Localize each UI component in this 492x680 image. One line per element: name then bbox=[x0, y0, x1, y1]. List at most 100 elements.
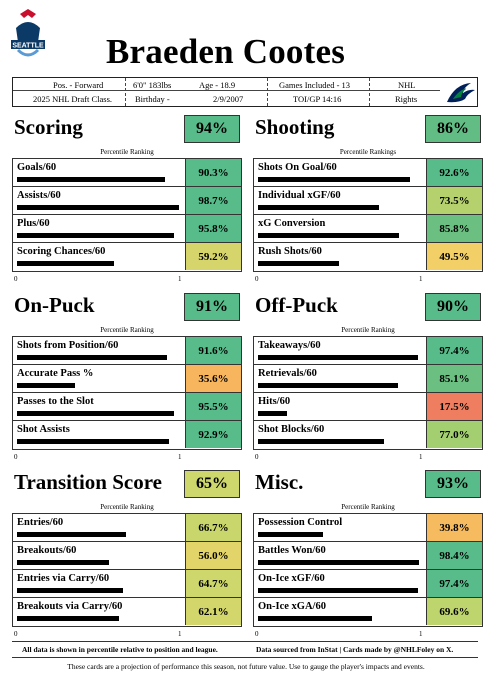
percentile-label: Percentile Ranking bbox=[341, 503, 395, 511]
metric-name: Accurate Pass % bbox=[17, 368, 94, 379]
section-score-on-puck: 91% bbox=[184, 293, 240, 321]
birthday-label: Birthday - bbox=[135, 94, 170, 104]
metric-row: Entries/60 66.7% bbox=[13, 514, 241, 542]
metric-bar bbox=[17, 261, 114, 266]
metric-row: Shots On Goal/60 92.6% bbox=[254, 159, 482, 187]
metric-bar bbox=[17, 616, 119, 621]
metrics-panel-off-puck: Takeaways/60 97.4% Retrievals/60 85.1% Hits/… bbox=[253, 336, 483, 450]
percentile-label: Percentile Ranking bbox=[100, 148, 154, 156]
vancouver-canucks-logo bbox=[447, 83, 475, 103]
metric-row: Breakouts via Carry/60 62.1% bbox=[13, 598, 241, 626]
metrics-panel-transition-score: Entries/60 66.7% Breakouts/60 56.0% Entries … bbox=[12, 513, 242, 627]
metric-value: 59.2% bbox=[185, 243, 241, 270]
section-score-transition-score: 65% bbox=[184, 470, 240, 498]
metric-row: Shot Blocks/60 77.0% bbox=[254, 421, 482, 449]
axis-max-label: 1 bbox=[419, 275, 423, 283]
metric-value: 49.5% bbox=[426, 243, 482, 270]
percentile-label: Percentile Ranking bbox=[341, 326, 395, 334]
metric-value: 62.1% bbox=[185, 598, 241, 625]
axis-min-label: 0 bbox=[14, 275, 18, 283]
metric-bar bbox=[258, 616, 372, 621]
metric-value: 97.4% bbox=[426, 570, 482, 597]
axis-max-label: 1 bbox=[419, 630, 423, 638]
axis-min-label: 0 bbox=[255, 630, 259, 638]
metric-row: Assists/60 98.7% bbox=[13, 187, 241, 215]
metric-value: 66.7% bbox=[185, 514, 241, 541]
metric-row: Breakouts/60 56.0% bbox=[13, 542, 241, 570]
metric-value: 69.6% bbox=[426, 598, 482, 625]
axis-max-label: 1 bbox=[178, 275, 182, 283]
metric-name: Entries/60 bbox=[17, 517, 64, 528]
metric-bar bbox=[17, 532, 126, 537]
metric-value: 90.3% bbox=[185, 159, 241, 186]
metric-value: 98.7% bbox=[185, 187, 241, 214]
metric-name: Shot Assists bbox=[17, 424, 70, 435]
toi-per-game: TOI/GP 14:16 bbox=[293, 94, 342, 104]
metric-row: Possession Control 39.8% bbox=[254, 514, 482, 542]
metrics-panel-scoring: Goals/60 90.3% Assists/60 98.7% Plus/60 95.8%… bbox=[12, 158, 242, 272]
metric-bar bbox=[258, 233, 399, 238]
metric-row: Goals/60 90.3% bbox=[13, 159, 241, 187]
metric-name: Hits/60 bbox=[258, 396, 291, 407]
metric-name: Possession Control bbox=[258, 517, 343, 528]
axis-min-label: 0 bbox=[14, 630, 18, 638]
metric-value: 85.8% bbox=[426, 215, 482, 242]
percentile-label: Percentile Ranking bbox=[100, 326, 154, 334]
axis-min-label: 0 bbox=[14, 453, 18, 461]
metric-row: Battles Won/60 98.4% bbox=[254, 542, 482, 570]
metric-value: 64.7% bbox=[185, 570, 241, 597]
metric-row: On-Ice xGF/60 97.4% bbox=[254, 570, 482, 598]
section-score-scoring: 94% bbox=[184, 115, 240, 143]
info-divider bbox=[13, 90, 440, 91]
seattle-thunderbirds-logo: SEATTLE bbox=[11, 9, 45, 57]
age: Age - 18.9 bbox=[199, 80, 236, 90]
position: Pos. - Forward bbox=[53, 80, 104, 90]
section-title-on-puck: On-Puck bbox=[14, 293, 95, 317]
metric-bar bbox=[17, 383, 75, 388]
metric-name: Assists/60 bbox=[17, 190, 61, 201]
metric-name: Rush Shots/60 bbox=[258, 246, 322, 257]
metric-bar bbox=[17, 233, 174, 238]
metric-bar bbox=[258, 261, 339, 266]
metric-value: 17.5% bbox=[426, 393, 482, 420]
metric-bar bbox=[17, 355, 167, 360]
metric-bar bbox=[17, 177, 165, 182]
metric-name: Shots from Position/60 bbox=[17, 340, 119, 351]
section-title-shooting: Shooting bbox=[255, 115, 335, 139]
metric-bar bbox=[258, 411, 287, 416]
metric-bar bbox=[17, 205, 179, 210]
metric-name: Takeaways/60 bbox=[258, 340, 321, 351]
axis-max-label: 1 bbox=[178, 453, 182, 461]
metric-row: Hits/60 17.5% bbox=[254, 393, 482, 421]
metric-row: Individual xGF/60 73.5% bbox=[254, 187, 482, 215]
metric-name: Plus/60 bbox=[17, 218, 50, 229]
metric-value: 95.5% bbox=[185, 393, 241, 420]
metric-bar bbox=[258, 383, 398, 388]
player-info-bar: Pos. - Forward 6'0" 183lbs Age - 18.9 Ga… bbox=[12, 77, 478, 107]
metric-bar bbox=[258, 588, 418, 593]
metric-row: Shot Assists 92.9% bbox=[13, 421, 241, 449]
metric-name: Goals/60 bbox=[17, 162, 57, 173]
svg-text:SEATTLE: SEATTLE bbox=[12, 43, 44, 50]
metric-row: Plus/60 95.8% bbox=[13, 215, 241, 243]
metric-row: xG Conversion 85.8% bbox=[254, 215, 482, 243]
section-score-shooting: 86% bbox=[425, 115, 481, 143]
metric-row: Accurate Pass % 35.6% bbox=[13, 365, 241, 393]
metric-bar bbox=[258, 355, 418, 360]
metric-bar bbox=[17, 411, 174, 416]
metric-value: 97.4% bbox=[426, 337, 482, 364]
metric-bar bbox=[17, 439, 169, 444]
rights: Rights bbox=[395, 94, 418, 104]
metric-name: On-Ice xGA/60 bbox=[258, 601, 326, 612]
league: NHL bbox=[398, 80, 416, 90]
metric-value: 85.1% bbox=[426, 365, 482, 392]
metric-bar bbox=[258, 532, 323, 537]
metric-name: Passes to the Slot bbox=[17, 396, 94, 407]
axis-max-label: 1 bbox=[419, 453, 423, 461]
metric-row: Shots from Position/60 91.6% bbox=[13, 337, 241, 365]
percentile-label: Percentile Ranking bbox=[100, 503, 154, 511]
footer-left-note: All data is shown in percentile relative… bbox=[22, 645, 218, 654]
axis-min-label: 0 bbox=[255, 275, 259, 283]
metrics-panel-on-puck: Shots from Position/60 91.6% Accurate Pass… bbox=[12, 336, 242, 450]
metric-name: Shots On Goal/60 bbox=[258, 162, 337, 173]
